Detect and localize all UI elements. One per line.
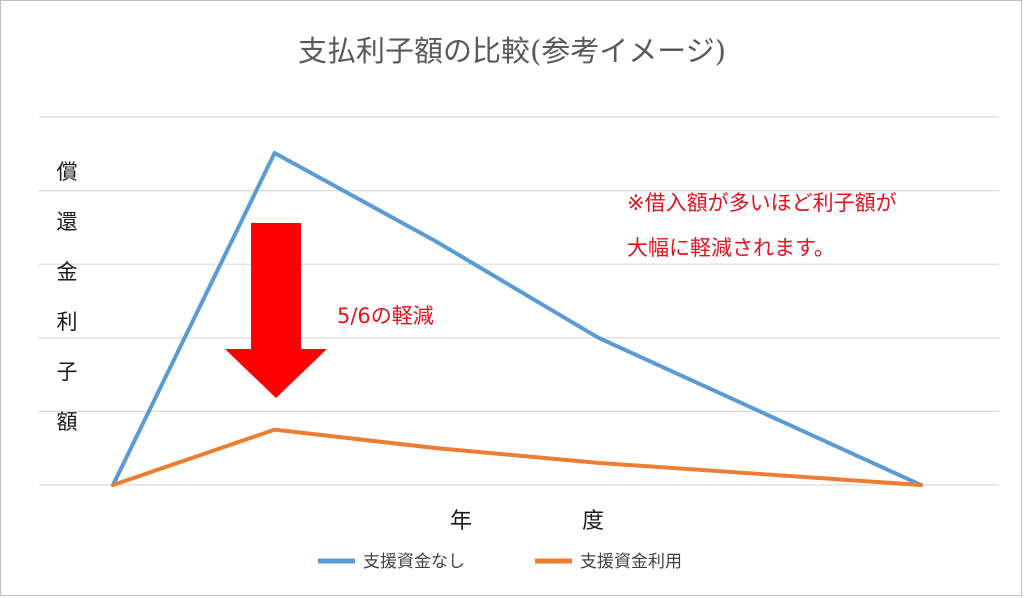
note-annotation-line-1: ※借入額が多いほど利子額が [627, 191, 897, 215]
y-axis-label-char: 額 [57, 410, 78, 434]
chart-title: 支払利子額の比較(参考イメージ) [298, 34, 726, 68]
series-lines [111, 151, 923, 487]
y-axis-label-char: 償 [57, 160, 78, 184]
legend-label-series-2: 支援資金利用 [580, 552, 682, 572]
y-axis-label-char: 子 [57, 360, 78, 384]
series-line-1 [111, 151, 923, 487]
gridlines [39, 116, 999, 486]
y-axis-label-char: 金 [57, 260, 78, 284]
y-axis-label-char: 還 [57, 210, 78, 234]
x-axis-label: 年 度 [450, 509, 604, 534]
y-axis-label-char: 利 [57, 310, 78, 334]
reduction-arrow [225, 223, 327, 398]
down-arrow-icon [225, 223, 327, 398]
series-line-2 [111, 427, 923, 487]
note-annotation-line-2: 大幅に軽減されます。 [627, 236, 835, 260]
legend: 支援資金なし 支援資金利用 [318, 552, 682, 572]
legend-label-series-1: 支援資金なし [363, 552, 465, 572]
reduction-annotation: 5/6の軽減 [337, 304, 434, 328]
